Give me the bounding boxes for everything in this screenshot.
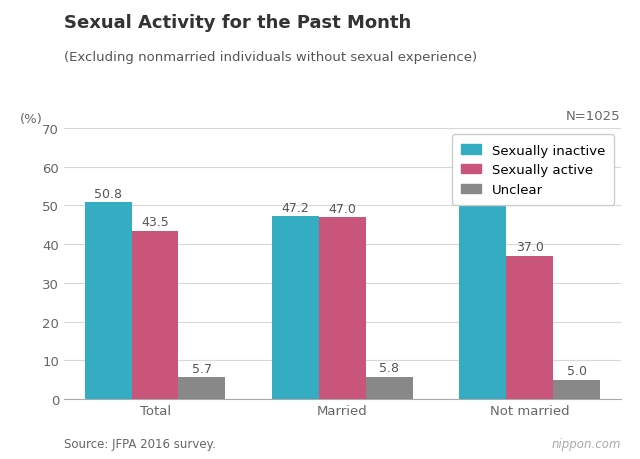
Text: 5.7: 5.7	[192, 362, 212, 375]
Bar	[366, 377, 413, 399]
Text: (%): (%)	[19, 113, 42, 126]
Text: Source: JFPA 2016 survey.: Source: JFPA 2016 survey.	[64, 437, 216, 450]
Text: 5.0: 5.0	[566, 365, 587, 378]
Text: N=1025: N=1025	[566, 110, 621, 123]
Text: 37.0: 37.0	[516, 241, 543, 254]
Bar	[506, 256, 553, 399]
Bar	[553, 380, 600, 399]
Text: nippon.com: nippon.com	[551, 437, 621, 450]
Bar	[319, 218, 366, 399]
Text: 57.9: 57.9	[469, 160, 497, 173]
Text: 47.2: 47.2	[282, 202, 310, 214]
Text: 50.8: 50.8	[94, 188, 122, 201]
Bar	[179, 377, 225, 399]
Bar	[460, 175, 506, 399]
Text: (Excluding nonmarried individuals without sexual experience): (Excluding nonmarried individuals withou…	[64, 50, 477, 63]
Bar	[85, 203, 132, 399]
Text: 43.5: 43.5	[141, 216, 169, 229]
Legend: Sexually inactive, Sexually active, Unclear: Sexually inactive, Sexually active, Uncl…	[452, 135, 614, 206]
Bar	[272, 217, 319, 399]
Text: Sexual Activity for the Past Month: Sexual Activity for the Past Month	[64, 14, 412, 32]
Text: 47.0: 47.0	[328, 202, 356, 215]
Bar	[132, 231, 179, 399]
Text: 5.8: 5.8	[380, 362, 399, 375]
